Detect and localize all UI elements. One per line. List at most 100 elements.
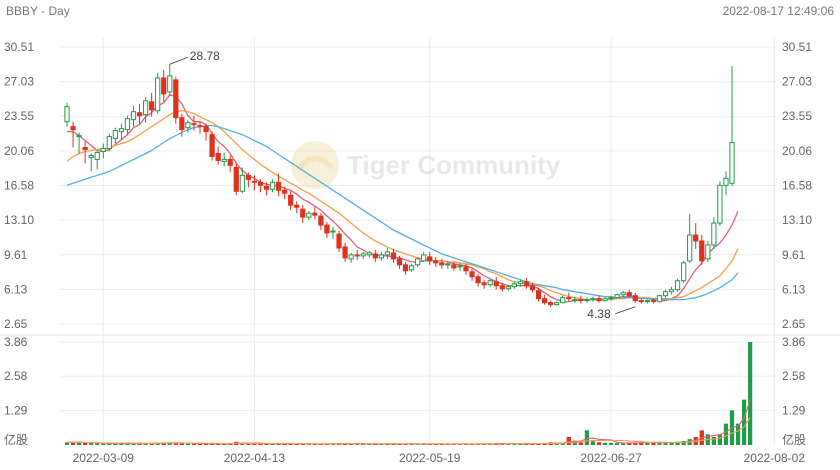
candle <box>330 227 336 239</box>
candle <box>76 132 82 154</box>
volume-bar <box>639 442 644 445</box>
volume-bar <box>415 443 420 445</box>
candle <box>179 113 185 137</box>
candle-body <box>372 253 378 259</box>
price-tick-label-left: 16.58 <box>4 179 34 193</box>
candle <box>263 182 270 196</box>
candle-body <box>300 208 306 218</box>
candle <box>136 103 143 124</box>
candle-body <box>179 117 185 131</box>
candle <box>149 92 155 117</box>
volume-bar <box>373 443 378 445</box>
volume-bar <box>566 436 571 445</box>
candle-body <box>348 254 354 260</box>
candle <box>463 263 469 275</box>
candle-body <box>541 298 548 304</box>
volume-bar <box>560 443 565 445</box>
candle-body <box>221 158 227 162</box>
candle <box>487 278 493 287</box>
volume-bar <box>125 443 130 445</box>
volume-bar <box>506 443 511 445</box>
candle <box>687 214 693 263</box>
candle-body <box>608 297 614 300</box>
price-tick-label-right: 2.65 <box>782 317 806 331</box>
volume-bar <box>451 443 457 445</box>
candle-body <box>687 234 693 262</box>
candle-body <box>288 194 294 206</box>
candle <box>203 123 209 141</box>
candle <box>608 295 614 301</box>
candle-body <box>499 285 505 290</box>
volume-bar <box>669 442 674 445</box>
candle-body <box>378 254 384 259</box>
volume-ma-line <box>67 416 751 445</box>
candle <box>445 260 451 269</box>
volume-bar <box>294 443 299 445</box>
candle-body <box>263 185 270 190</box>
volume-tick-label-right: 3.86 <box>782 335 806 349</box>
candle-body <box>451 264 457 269</box>
candle <box>693 223 699 249</box>
candle <box>560 295 566 304</box>
candle <box>318 213 324 231</box>
candle-body <box>469 271 475 278</box>
candle <box>306 211 312 221</box>
candle <box>493 276 499 290</box>
date-tick-label: 2022-03-09 <box>73 451 135 465</box>
volume-bar <box>512 443 517 445</box>
candle-body <box>463 266 469 272</box>
volume-bar <box>536 443 541 445</box>
candle <box>348 252 354 263</box>
volume-layer <box>64 342 753 445</box>
candle-body <box>505 286 511 290</box>
volume-tick-label-left: 亿股 <box>4 432 28 447</box>
candle-body <box>408 265 415 271</box>
candle <box>161 69 167 102</box>
volume-bar <box>439 443 444 445</box>
candle <box>475 273 481 287</box>
candle-body <box>656 295 663 303</box>
volume-bar <box>155 442 160 445</box>
candle <box>124 115 131 135</box>
candle-body <box>245 174 251 180</box>
candle <box>662 289 669 298</box>
volume-bar <box>711 436 716 445</box>
candle-body <box>233 166 239 192</box>
volume-bar <box>246 443 251 445</box>
candle-body <box>112 130 118 140</box>
candle-body <box>729 142 735 184</box>
candle-body <box>433 260 439 264</box>
volume-bar <box>530 443 535 445</box>
candle-body <box>481 282 487 286</box>
volume-bar <box>288 443 293 445</box>
candle-body <box>82 147 88 151</box>
volume-bar <box>185 443 191 445</box>
volume-bar <box>107 443 112 445</box>
candle-body <box>638 300 644 303</box>
volume-bar <box>717 434 723 445</box>
candle <box>396 255 403 269</box>
candle <box>517 279 524 287</box>
candle-body <box>142 100 149 116</box>
ma-line-ma20 <box>66 124 739 301</box>
candle <box>614 293 620 299</box>
candle-body <box>705 244 711 260</box>
volume-bar <box>627 442 632 445</box>
candle-body <box>626 292 632 297</box>
date-tick-label: 2022-04-13 <box>224 451 286 465</box>
price-tick-label-left: 9.61 <box>4 248 28 262</box>
volume-bar <box>554 442 559 445</box>
candle <box>638 298 644 304</box>
candle-body <box>354 254 360 257</box>
candle-body <box>203 126 209 133</box>
candle-body <box>614 294 620 299</box>
candle-body <box>215 152 221 161</box>
tiger-logo-icon <box>291 141 339 189</box>
candle <box>499 282 505 292</box>
candle-body <box>493 281 499 287</box>
candle <box>324 222 330 238</box>
candle-body <box>439 262 445 266</box>
candle <box>535 287 542 302</box>
volume-bar <box>197 443 203 445</box>
